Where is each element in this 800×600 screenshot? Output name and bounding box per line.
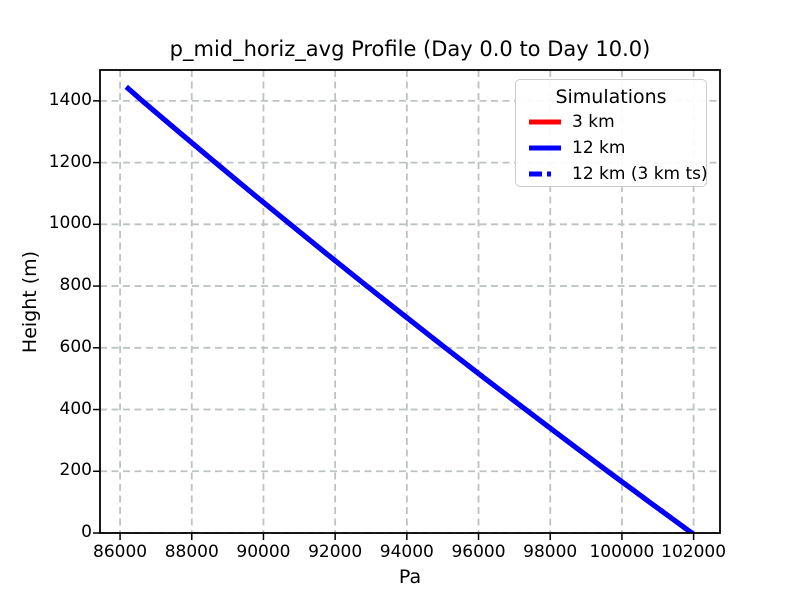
x-tick-label: 86000 xyxy=(93,542,148,562)
x-axis-label: Pa xyxy=(398,566,422,588)
x-tick-label: 88000 xyxy=(164,542,219,562)
plot-border xyxy=(99,69,721,534)
y-tick-label: 1000 xyxy=(48,213,92,234)
legend-item: 3 km xyxy=(516,109,706,135)
x-tick-label: 94000 xyxy=(379,542,434,562)
legend-line-sample xyxy=(529,145,561,151)
legend-item: 12 km (3 km ts) xyxy=(516,161,708,187)
y-tick-label: 600 xyxy=(59,336,92,357)
legend-items: 3 km 12 km 12 km (3 km ts) xyxy=(516,109,708,187)
chart-title: p_mid_horiz_avg Profile (Day 0.0 to Day … xyxy=(169,37,651,61)
y-tick-label: 200 xyxy=(59,460,92,481)
x-tick-label: 102000 xyxy=(661,542,727,562)
y-tick-label: 0 xyxy=(81,522,92,542)
x-tick-label: 98000 xyxy=(523,542,578,562)
legend-item-label: 3 km xyxy=(572,112,615,132)
x-tick-label: 100000 xyxy=(589,542,655,562)
legend-title: Simulations xyxy=(555,86,667,108)
y-tick-label: 400 xyxy=(59,398,92,419)
x-tick-label: 90000 xyxy=(236,542,291,562)
series-line-12-km-3-km-ts xyxy=(124,84,696,533)
legend-item-label: 12 km (3 km ts) xyxy=(572,164,708,184)
legend-line-sample xyxy=(529,119,561,125)
legend-item-label: 12 km xyxy=(572,138,626,158)
y-tick-label: 800 xyxy=(59,275,92,296)
legend-line-sample xyxy=(529,171,561,177)
y-tick-label: 1200 xyxy=(48,151,92,172)
legend-item: 12 km xyxy=(516,135,706,161)
y-tick-label: 1400 xyxy=(48,89,92,110)
x-tick-label: 96000 xyxy=(451,542,506,562)
legend: Simulations 3 km 12 km 12 km (3 km ts) xyxy=(515,79,708,187)
x-tick-label: 92000 xyxy=(308,542,363,562)
